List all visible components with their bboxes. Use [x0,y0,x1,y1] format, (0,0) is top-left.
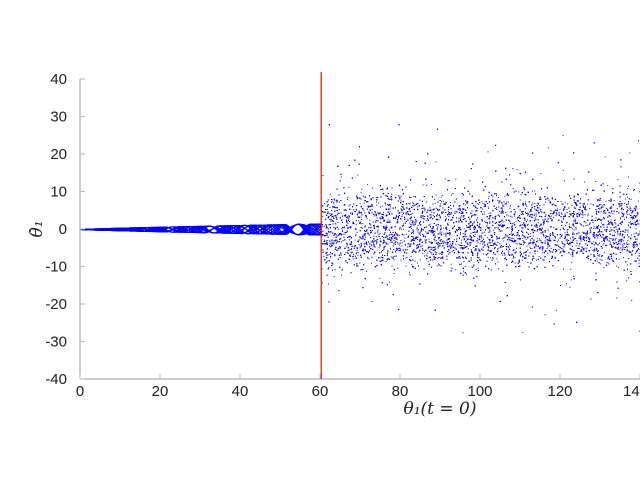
data-points [80,124,640,334]
